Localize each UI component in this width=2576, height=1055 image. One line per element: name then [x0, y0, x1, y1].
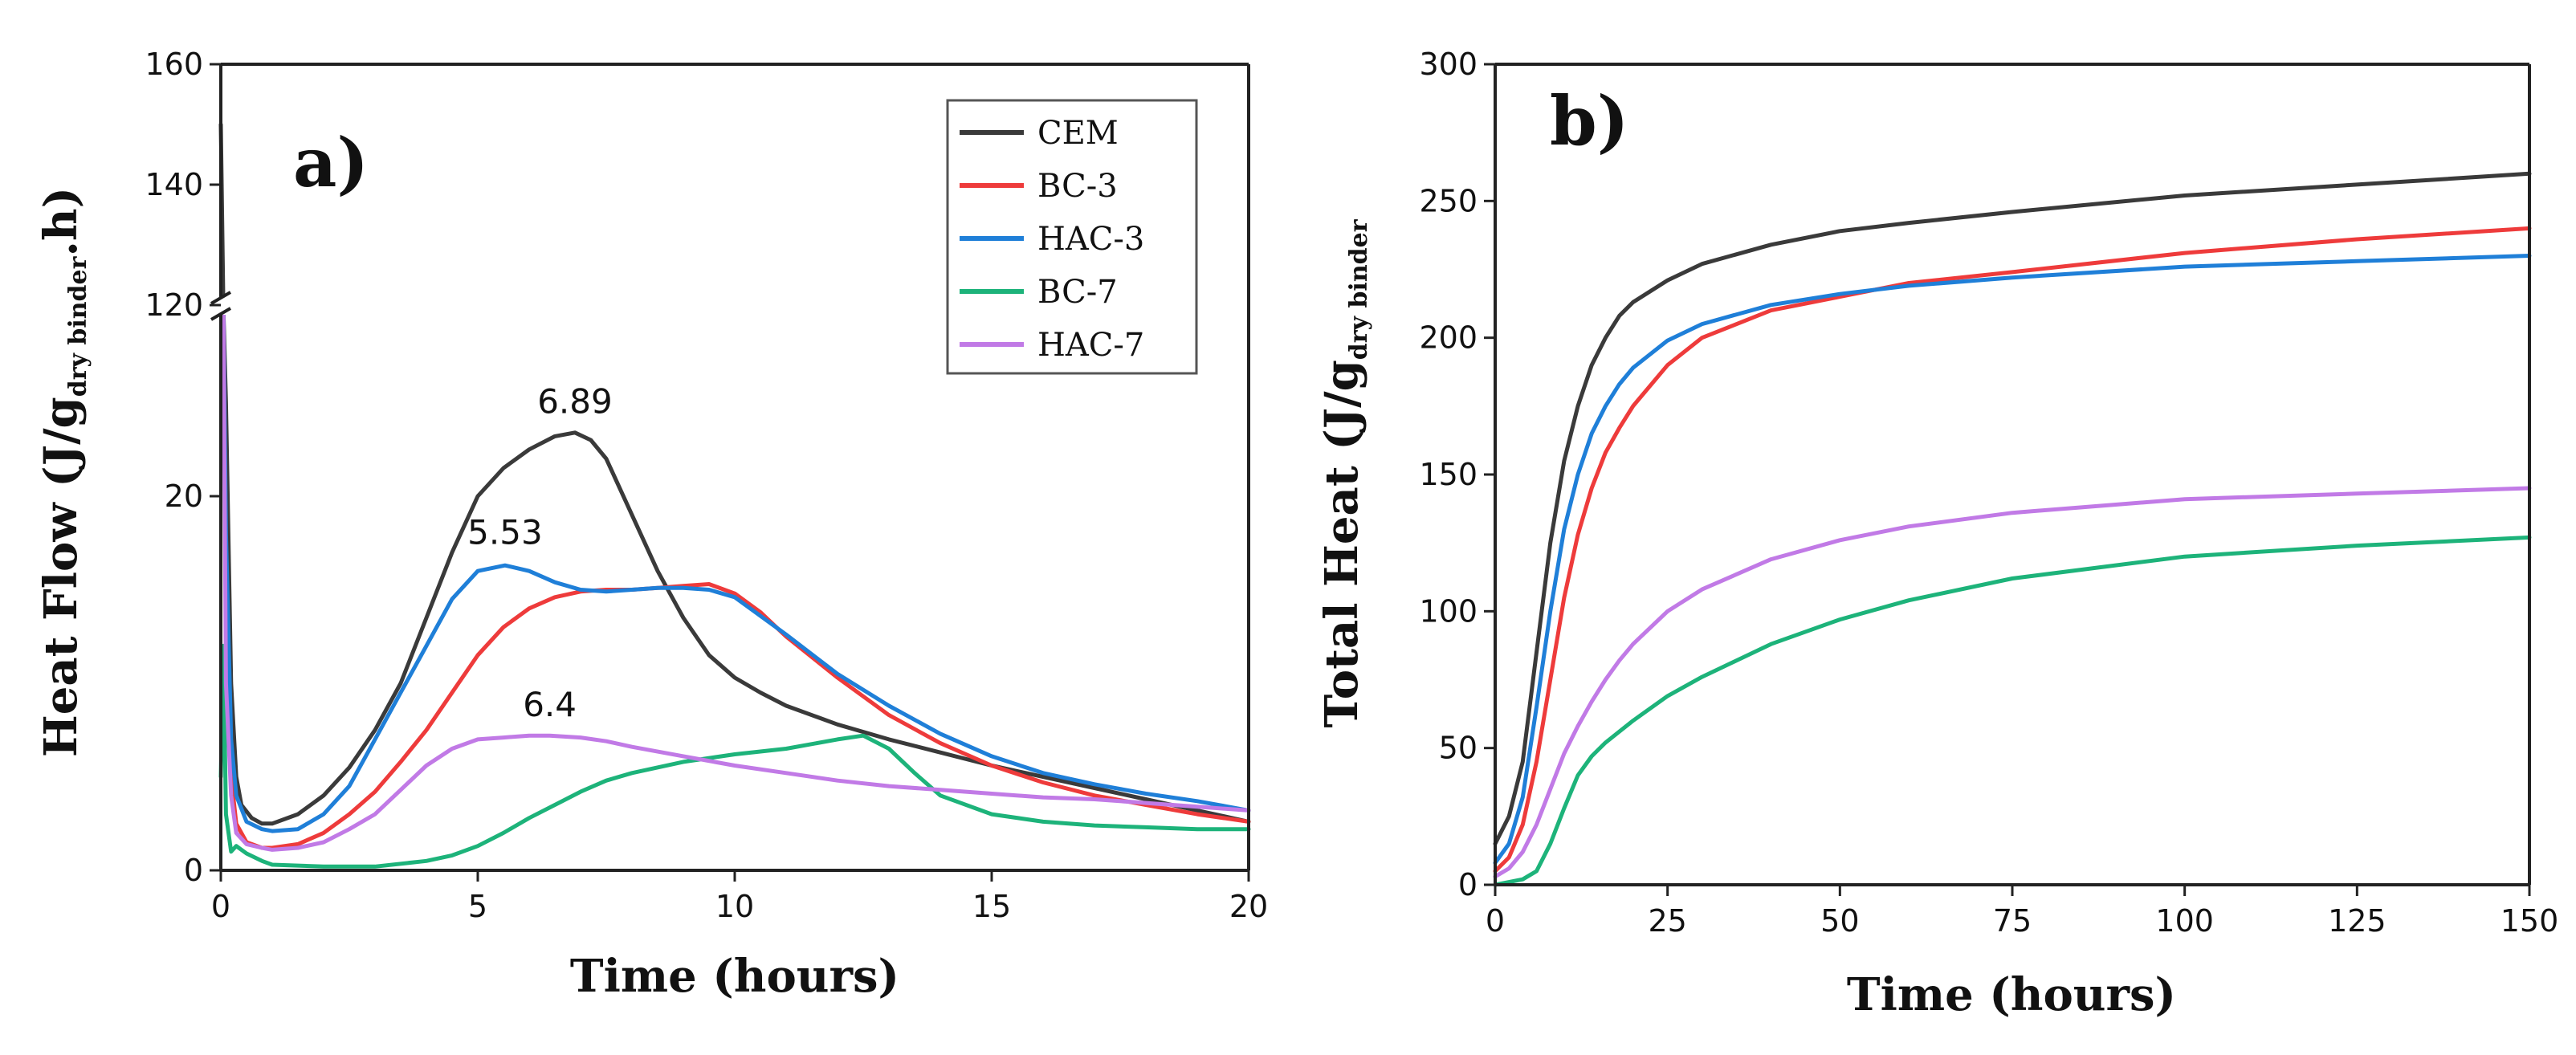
y-axis-title: Heat Flow (J/gdry binder.h): [35, 187, 92, 757]
series-hac-7: [1493, 486, 2532, 879]
x-tick-label: 10: [715, 889, 754, 924]
legend-label-hac-7: HAC-7: [1037, 327, 1144, 364]
y-tick-label: 160: [145, 47, 203, 82]
x-tick-label: 15: [972, 889, 1011, 924]
y-tick-label: 0: [184, 853, 203, 888]
x-tick-label: 5: [468, 889, 487, 924]
x-axis-title: Time (hours): [570, 950, 899, 1003]
legend-label-bc-7: BC-7: [1037, 274, 1118, 311]
series-bc-7: [218, 643, 1251, 869]
x-tick-label: 0: [1486, 903, 1505, 939]
x-tick-label: 20: [1229, 889, 1268, 924]
x-axis-title: Time (hours): [1847, 968, 2176, 1021]
y-tick-label: 0: [1458, 867, 1478, 902]
x-tick-label: 75: [1993, 903, 2032, 939]
x-tick-label: 50: [1820, 903, 1859, 939]
legend-label-cem: CEM: [1037, 115, 1119, 152]
x-tick-label: 125: [2328, 903, 2386, 939]
series-bc-7: [1493, 535, 2532, 887]
series-hac-3: [1493, 254, 2532, 866]
heat-flow-chart: 0 5 10 15 20 0 20 120 140 160 6.89 5.53 6.4 a) Tim…: [35, 47, 1268, 1003]
x-tick-label: 150: [2501, 903, 2559, 939]
series-bc-3: [1493, 226, 2532, 874]
total-heat-series: [1493, 171, 2532, 887]
y-tick-label: 300: [1419, 47, 1478, 82]
y-tick-label: 200: [1419, 320, 1478, 356]
panel-label: b): [1550, 81, 1628, 161]
y-tick-label: 250: [1419, 183, 1478, 218]
series-hac-3: [218, 307, 1251, 833]
y-ticks: 0 20 120 140 160: [145, 47, 221, 888]
legend: CEM BC-3 HAC-3 BC-7 HAC-7: [946, 99, 1198, 375]
y-axis-title: Total Heat (J/gdry binder: [1315, 218, 1373, 727]
peak-label: 5.53: [467, 513, 543, 552]
total-heat-chart: 0 25 50 75 100 125 150 0 50 100 150 200 250 300 b) T…: [1315, 47, 2558, 1021]
x-tick-label: 100: [2155, 903, 2214, 939]
legend-label-hac-3: HAC-3: [1037, 221, 1144, 258]
y-tick-label: 100: [1419, 593, 1478, 629]
x-ticks: 0 5 10 15 20: [211, 870, 1268, 924]
x-tick-label: 25: [1648, 903, 1686, 939]
peak-label: 6.89: [537, 381, 613, 421]
y-tick-label: 150: [1419, 457, 1478, 492]
y-tick-label: 140: [145, 167, 203, 202]
heat-flow-series: [218, 122, 1251, 869]
legend-label-bc-3: BC-3: [1037, 168, 1118, 205]
peak-annotations: 6.89 5.53 6.4: [467, 381, 613, 723]
panel-label: a): [293, 123, 369, 202]
y-ticks: 0 50 100 150 200 250 300: [1419, 47, 1495, 902]
x-ticks: 0 25 50 75 100 125 150: [1486, 885, 2558, 939]
series-cem: [218, 122, 1251, 826]
y-tick-label: 120: [145, 287, 203, 323]
peak-label: 6.4: [523, 685, 577, 724]
series-cem: [1493, 171, 2532, 846]
x-tick-label: 0: [211, 889, 230, 924]
y-tick-label: 50: [1439, 731, 1478, 766]
y-tick-label: 20: [165, 479, 203, 514]
series-hac-7: [218, 307, 1251, 852]
